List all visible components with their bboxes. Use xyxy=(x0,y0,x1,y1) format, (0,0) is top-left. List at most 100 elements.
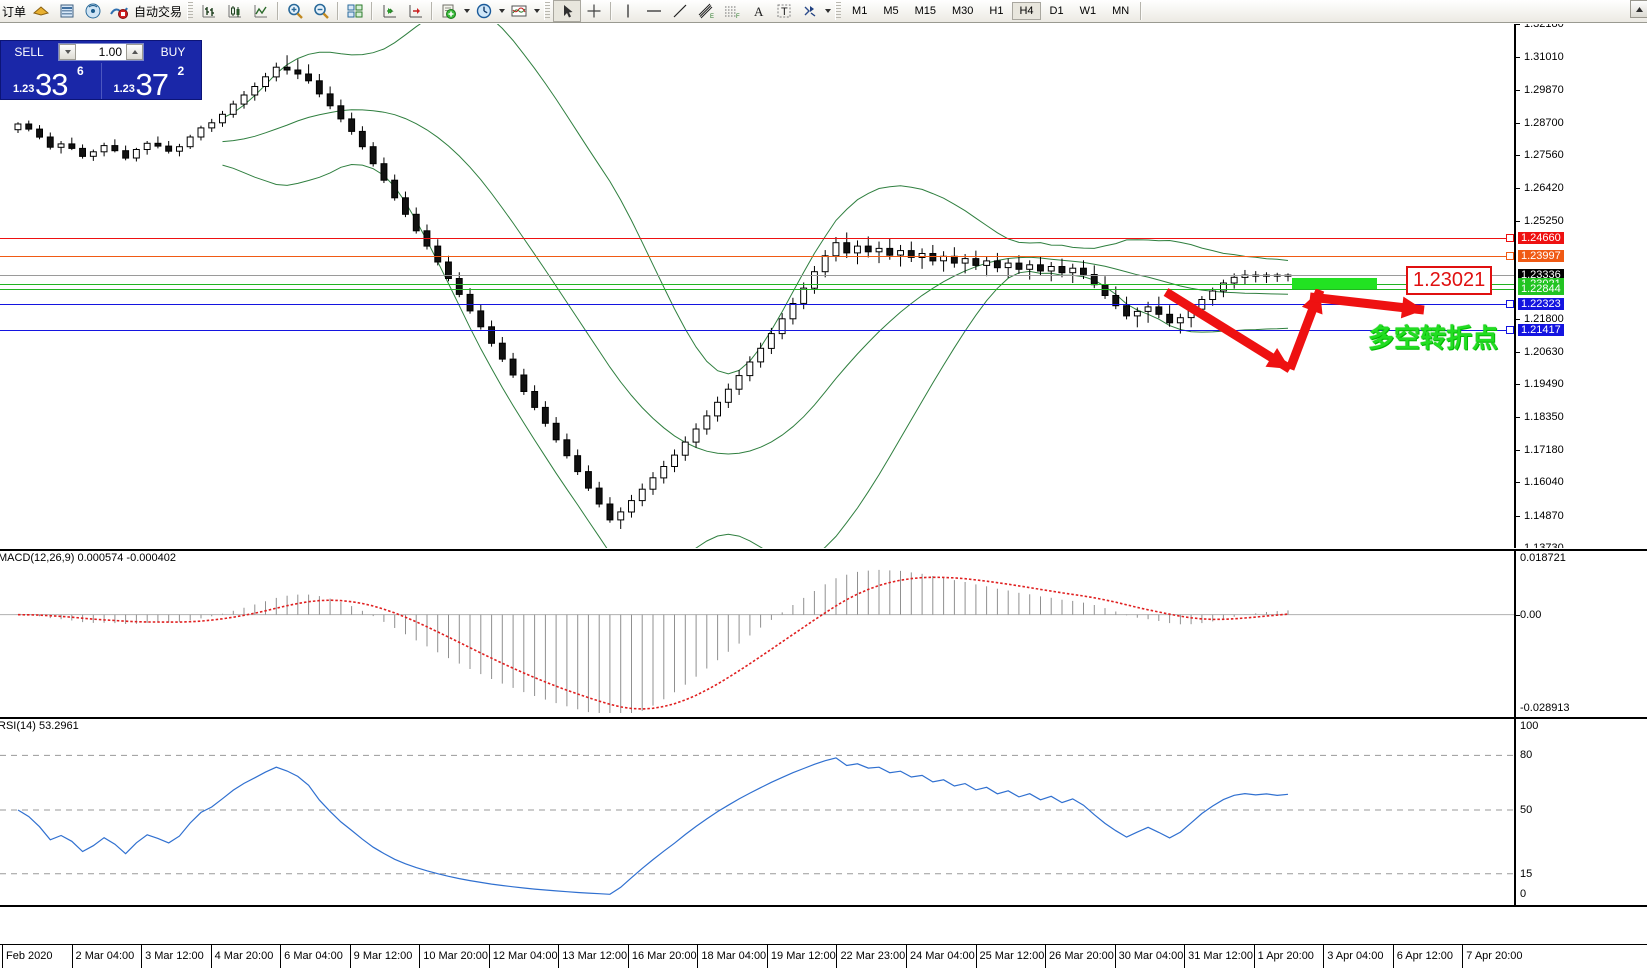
one-click-trading-panel[interactable]: SELL 1.00 BUY 1.23 33 6 1.23 37 2 xyxy=(0,40,202,102)
shift-chart-icon[interactable] xyxy=(376,1,402,21)
chevron-down-icon[interactable] xyxy=(497,2,506,20)
price-axis[interactable]: 1.32180 1.31010 1.29870 1.28700 1.27560 1.264… xyxy=(1514,24,1647,548)
price-tickmark xyxy=(1516,352,1520,354)
price-level-line[interactable] xyxy=(0,288,1514,290)
toolbar-grip[interactable] xyxy=(187,2,194,20)
bar-chart-icon[interactable] xyxy=(196,1,222,21)
macd-pane[interactable]: MACD(12,26,9) 0.000574 -0.000402 0.01872… xyxy=(0,549,1647,719)
scroll-up-button[interactable] xyxy=(1630,0,1647,18)
sell-quote[interactable]: 1.23 33 6 xyxy=(1,63,101,102)
chevron-down-icon[interactable] xyxy=(823,2,832,20)
toolbar-grip[interactable] xyxy=(835,2,842,20)
trade-panel-quotes[interactable]: 1.23 33 6 1.23 37 2 xyxy=(1,63,202,102)
fibonacci-icon[interactable]: F xyxy=(719,1,745,21)
price-pane[interactable]: 1.32180 1.31010 1.29870 1.28700 1.27560 1.264… xyxy=(0,24,1647,548)
candlestick-chart-icon[interactable] xyxy=(222,1,248,21)
price-level-handle[interactable] xyxy=(1506,252,1514,261)
price-tick-label: 1.16040 xyxy=(1524,476,1564,489)
timeframe-group[interactable]: M1 M5 M15 M30 H1 H4 D1 W1 MN xyxy=(844,2,1137,20)
time-tick-label: 1 Apr 20:00 xyxy=(1257,950,1314,962)
toolbar-grip[interactable] xyxy=(544,2,551,20)
buy-quote[interactable]: 1.23 37 2 xyxy=(100,63,202,102)
trendline-icon[interactable] xyxy=(667,1,693,21)
timeframe-mn[interactable]: MN xyxy=(1112,5,1130,17)
price-level-handle[interactable] xyxy=(1506,233,1514,242)
main-toolbar[interactable]: 订单 自动交易 xyxy=(0,0,1647,23)
period-separator-icon[interactable] xyxy=(471,1,497,21)
timeframe-h1[interactable]: H1 xyxy=(989,5,1004,17)
bollinger-bands xyxy=(222,24,1289,548)
data-window-icon[interactable] xyxy=(54,1,80,21)
crosshair-icon[interactable] xyxy=(581,1,607,21)
price-tick-label: 1.27560 xyxy=(1524,149,1564,162)
price-plot[interactable] xyxy=(0,24,1514,548)
price-level-line[interactable] xyxy=(0,303,1514,305)
text-icon[interactable]: A xyxy=(745,1,771,21)
equidistant-channel-icon[interactable]: E xyxy=(693,1,719,21)
timeframe-m15[interactable]: M15 xyxy=(914,5,936,17)
price-level-line[interactable] xyxy=(0,329,1514,331)
rsi-series xyxy=(0,754,1514,895)
timeframe-m5[interactable]: M5 xyxy=(883,5,899,17)
time-tick-label: 4 Mar 20:00 xyxy=(214,950,274,962)
window-scroll-buttons[interactable] xyxy=(1630,0,1647,22)
volume-value[interactable]: 1.00 xyxy=(98,45,122,59)
autotrade-button[interactable]: 自动交易 xyxy=(134,4,183,19)
timeframe-h4[interactable]: H4 xyxy=(1012,2,1041,20)
autotrade-icon[interactable] xyxy=(106,1,132,21)
svg-text:F: F xyxy=(736,14,740,20)
chevron-down-icon[interactable] xyxy=(462,2,471,20)
volume-decrease-button[interactable] xyxy=(59,44,76,60)
horizontal-line-icon[interactable] xyxy=(641,1,667,21)
time-axis-separator xyxy=(141,945,143,968)
zoom-out-icon[interactable] xyxy=(308,1,334,21)
price-level-line[interactable] xyxy=(0,275,1514,277)
rsi-plot[interactable] xyxy=(0,719,1514,905)
time-axis-separator xyxy=(1184,945,1186,968)
price-level-handle[interactable] xyxy=(1506,299,1514,308)
timeframe-d1[interactable]: D1 xyxy=(1049,5,1064,17)
sell-button[interactable]: SELL xyxy=(14,45,44,59)
orders-button[interactable]: 订单 xyxy=(2,4,27,19)
expert-advisor-icon[interactable] xyxy=(28,1,54,21)
price-tickmark xyxy=(1516,155,1520,157)
timeframe-m1[interactable]: M1 xyxy=(852,5,868,17)
price-level-badge[interactable]: 1.24660 xyxy=(1518,231,1564,244)
zoom-in-icon[interactable] xyxy=(282,1,308,21)
line-chart-icon[interactable] xyxy=(248,1,274,21)
chevron-down-icon[interactable] xyxy=(532,2,541,20)
macd-axis[interactable]: 0.018721 0.00 -0.028913 xyxy=(1514,551,1647,717)
cursor-icon[interactable] xyxy=(553,0,582,22)
macd-tick-label: 0.00 xyxy=(1520,608,1542,621)
price-level-line[interactable] xyxy=(0,256,1514,258)
rsi-pane[interactable]: RSI(14) 53.2961 100 80 50 15 0 xyxy=(0,717,1647,907)
buy-button[interactable]: BUY xyxy=(160,45,186,59)
price-level-badge[interactable]: 1.22844 xyxy=(1518,282,1564,295)
price-level-badge[interactable]: 1.22323 xyxy=(1518,297,1564,310)
volume-increase-button[interactable] xyxy=(126,44,143,60)
tile-windows-icon[interactable] xyxy=(342,1,368,21)
price-level-badge[interactable]: 1.21417 xyxy=(1518,323,1564,336)
price-level-line[interactable] xyxy=(0,237,1514,239)
trade-panel-header[interactable]: SELL 1.00 BUY xyxy=(1,41,201,63)
macd-plot[interactable] xyxy=(0,551,1514,717)
templates-icon[interactable] xyxy=(506,1,532,21)
price-level-badge[interactable]: 1.23997 xyxy=(1518,250,1564,263)
volume-stepper[interactable]: 1.00 xyxy=(58,43,144,61)
objects-list-icon[interactable] xyxy=(797,1,823,21)
rsi-axis[interactable]: 100 80 50 15 0 xyxy=(1514,719,1647,905)
auto-scroll-icon[interactable] xyxy=(402,1,428,21)
timeframe-m30[interactable]: M30 xyxy=(952,5,974,17)
vertical-line-icon[interactable] xyxy=(615,1,641,21)
price-tick-label: 1.25250 xyxy=(1524,214,1564,227)
signals-icon[interactable] xyxy=(80,1,106,21)
time-axis-separator xyxy=(975,945,977,968)
price-level-handle[interactable] xyxy=(1506,325,1514,334)
timeframe-w1[interactable]: W1 xyxy=(1079,5,1097,17)
macd-tick-label: 0.018721 xyxy=(1520,552,1566,564)
new-object-icon[interactable] xyxy=(436,1,462,21)
text-label-icon[interactable]: T xyxy=(771,1,797,21)
price-level-line[interactable] xyxy=(0,284,1514,286)
chart-area[interactable]: 1.32180 1.31010 1.29870 1.28700 1.27560 1.264… xyxy=(0,24,1647,968)
time-axis[interactable]: Feb 2020 2 Mar 04:00 3 Mar 12:00 4 Mar 20:0… xyxy=(0,944,1647,968)
